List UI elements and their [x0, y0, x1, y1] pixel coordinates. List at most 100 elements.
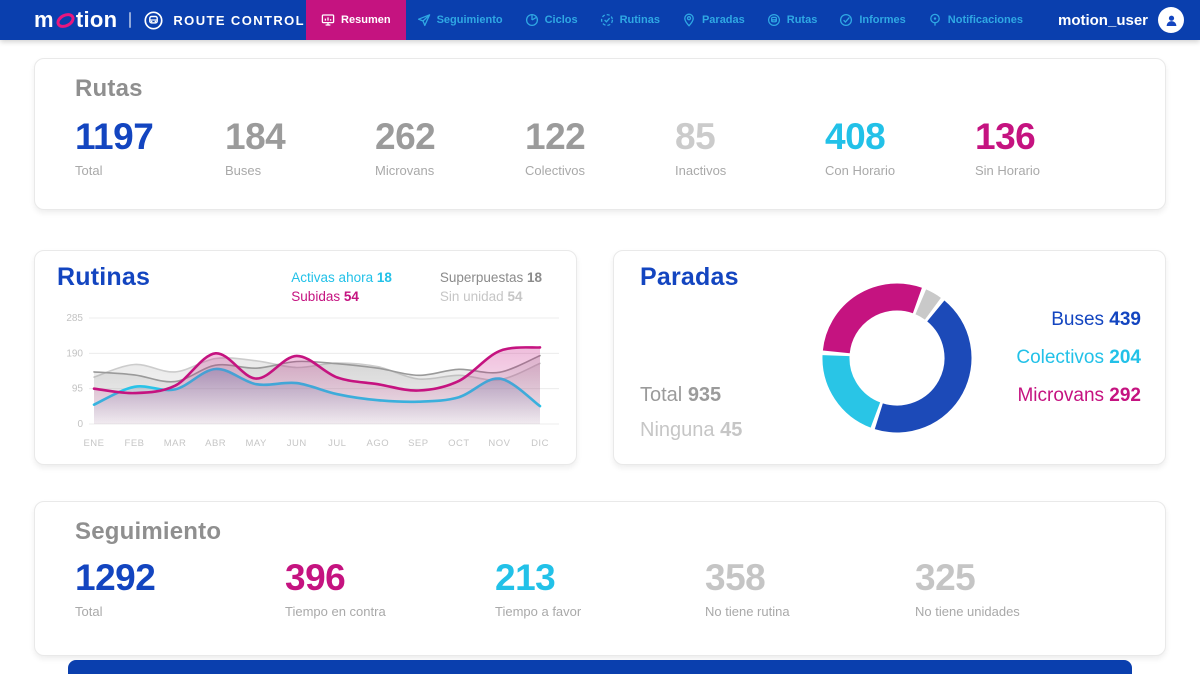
svg-text:MAY: MAY: [245, 438, 267, 449]
stat-tiempo-en-contra: 396 Tiempo en contra: [285, 559, 495, 619]
stat-value: 136: [975, 116, 1036, 157]
motion-logo[interactable]: m tion: [34, 7, 117, 33]
product-label: ROUTE CONTROL: [173, 12, 305, 28]
send-icon: [417, 14, 430, 27]
location-ping-icon: [929, 13, 940, 26]
nav-item-paradas[interactable]: Paradas: [671, 0, 756, 40]
logo-text-m: m: [34, 7, 54, 32]
legend-microvans: Microvans 292: [1017, 384, 1141, 406]
bus-badge-icon: [144, 10, 163, 30]
stat-label: Colectivos: [525, 163, 585, 178]
paradas-card: Paradas Total 935 Ninguna 45 Buses 439 C…: [613, 250, 1166, 465]
stat-rutas-sin-horario: 136 Sin Horario: [975, 118, 1125, 178]
svg-text:ABR: ABR: [205, 438, 226, 449]
username: motion_user: [1057, 11, 1148, 29]
navbar: m tion ROUTE CONTROL Resumen: [0, 0, 1200, 40]
svg-text:190: 190: [66, 348, 83, 359]
stat-label: Con Horario: [825, 163, 896, 178]
stat-value: 1197: [75, 116, 154, 157]
svg-text:NOV: NOV: [488, 438, 510, 449]
stat-value: 122: [525, 116, 586, 157]
nav-item-informes[interactable]: Informes: [828, 0, 916, 40]
svg-text:ENE: ENE: [83, 438, 104, 449]
stat-rutas-inactivos: 85 Inactivos: [675, 118, 825, 178]
nav-label: Ciclos: [544, 14, 578, 26]
svg-text:DIC: DIC: [531, 438, 549, 449]
routine-check-icon: [600, 13, 613, 27]
legend-colectivos: Colectivos 204: [1016, 346, 1141, 368]
nav-label: Rutas: [786, 14, 818, 26]
nav-menu: Resumen Seguimiento Ciclos Rutinas: [306, 0, 1034, 40]
stat-label: Inactivos: [675, 163, 727, 178]
stat-value: 262: [375, 116, 436, 157]
rutas-card: Rutas 1197 Total 184 Buses 262 Microvans…: [34, 58, 1166, 210]
seguimiento-stats: 1292 Total 396 Tiempo en contra 213 Tiem…: [75, 559, 1125, 619]
next-section-header-bar: [68, 660, 1132, 674]
stat-rutas-colectivos: 122 Colectivos: [525, 118, 675, 178]
nav-item-rutas[interactable]: Rutas: [756, 0, 829, 40]
legend-sin-unidad: Sin unidad 54: [439, 289, 523, 304]
svg-text:285: 285: [66, 313, 83, 324]
stat-label: Microvans: [375, 163, 435, 178]
rutinas-title: Rutinas: [57, 263, 151, 291]
nav-item-notificaciones[interactable]: Notificaciones: [917, 0, 1034, 40]
product-name: ROUTE CONTROL: [143, 10, 305, 31]
svg-text:AGO: AGO: [367, 438, 390, 449]
stat-value: 408: [825, 116, 886, 157]
svg-text:JUL: JUL: [328, 438, 346, 449]
rutas-title: Rutas: [75, 75, 143, 102]
rutas-stats: 1197 Total 184 Buses 262 Microvans 122 C…: [75, 118, 1125, 178]
paradas-totals: Total 935 Ninguna 45: [640, 372, 790, 442]
stat-rutas-con-horario: 408 Con Horario: [825, 118, 975, 178]
stat-rutas-buses: 184 Buses: [225, 118, 375, 178]
stat-value: 1292: [75, 557, 156, 598]
paradas-ninguna: Ninguna 45: [640, 419, 743, 441]
dashboard: Rutas 1197 Total 184 Buses 262 Microvans…: [0, 40, 1200, 674]
nav-item-seguimiento[interactable]: Seguimiento: [406, 0, 514, 40]
cycle-pie-icon: [525, 13, 538, 27]
legend-superpuestas: Superpuestas 18: [439, 270, 542, 285]
seguimiento-title: Seguimiento: [75, 518, 222, 545]
stat-label: Buses: [225, 163, 262, 178]
stat-seguimiento-total: 1292 Total: [75, 559, 285, 619]
rutinas-legend: Activas ahora 18 Superpuestas 18 Subidas…: [291, 263, 558, 304]
stat-label: Total: [75, 604, 103, 619]
svg-text:MAR: MAR: [164, 438, 187, 449]
seguimiento-card: Seguimiento 1292 Total 396 Tiempo en con…: [34, 501, 1166, 656]
svg-text:OCT: OCT: [448, 438, 470, 449]
legend-subidas: Subidas 54: [291, 289, 359, 304]
stat-tiempo-a-favor: 213 Tiempo a favor: [495, 559, 705, 619]
svg-text:FEB: FEB: [125, 438, 145, 449]
stat-value: 213: [495, 557, 556, 598]
stat-value: 358: [705, 557, 766, 598]
stat-value: 85: [675, 116, 716, 157]
stat-label: No tiene rutina: [705, 604, 790, 619]
nav-item-resumen[interactable]: Resumen: [306, 0, 406, 40]
user-avatar-icon: [1166, 15, 1176, 26]
avatar[interactable]: [1158, 7, 1184, 33]
bus-circle-icon: [767, 13, 780, 27]
legend-activas-ahora: Activas ahora 18: [291, 270, 392, 285]
nav-label: Notificaciones: [947, 14, 1023, 26]
map-pin-icon: [684, 13, 694, 27]
paradas-donut-chart: [822, 283, 972, 432]
svg-text:SEP: SEP: [408, 438, 429, 449]
stat-rutas-microvans: 262 Microvans: [375, 118, 525, 178]
paradas-legend: Buses 439 Colectivos 204 Microvans 292: [1016, 293, 1141, 423]
stat-label: No tiene unidades: [915, 604, 1020, 619]
nav-item-ciclos[interactable]: Ciclos: [514, 0, 589, 40]
paradas-total: Total 935: [640, 384, 722, 406]
nav-label: Paradas: [701, 14, 745, 26]
dashboard-monitor-icon: [321, 14, 335, 26]
brand: m tion ROUTE CONTROL: [0, 0, 305, 40]
stat-value: 396: [285, 557, 346, 598]
stat-label: Tiempo a favor: [495, 604, 582, 619]
stat-value: 184: [225, 116, 286, 157]
svg-text:95: 95: [72, 384, 84, 395]
user-menu[interactable]: motion_user: [1058, 0, 1200, 40]
nav-item-rutinas[interactable]: Rutinas: [589, 0, 671, 40]
svg-text:0: 0: [77, 419, 83, 430]
stat-label: Total: [75, 163, 103, 178]
nav-label: Rutinas: [619, 14, 660, 26]
